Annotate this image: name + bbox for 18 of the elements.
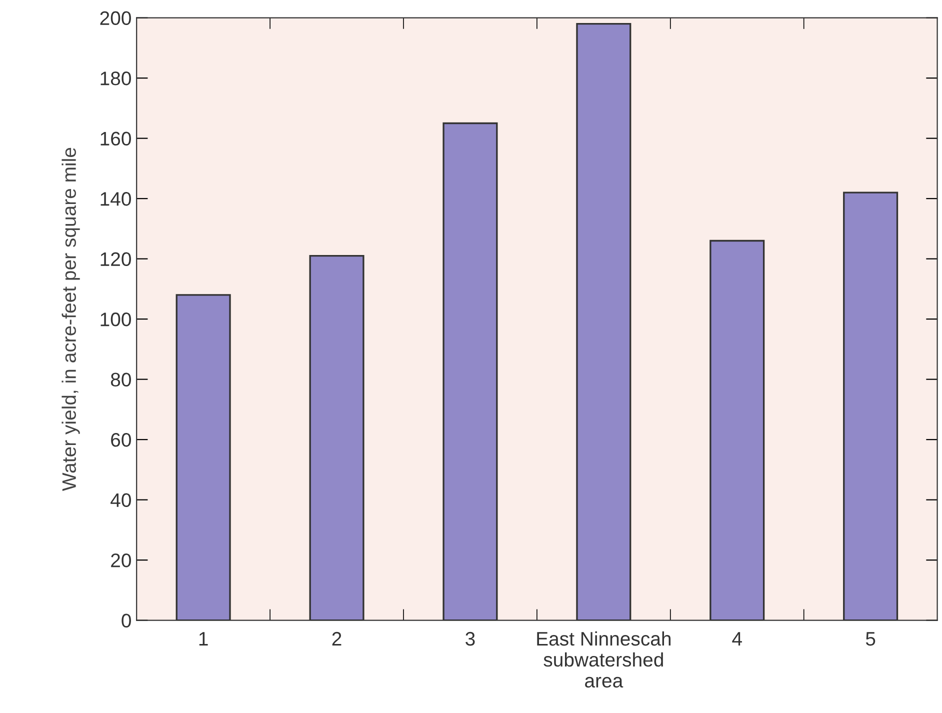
y-tick-label: 0 [122,614,131,628]
x-tick-label: 3 [466,632,475,646]
y-tick-label: 160 [100,132,131,146]
x-tick-label: 5 [866,632,876,646]
y-tick-label: 140 [100,192,131,206]
y-tick-label: 20 [111,554,131,568]
y-tick-label: 120 [100,252,131,266]
x-tick-label: 4 [732,632,742,646]
x-tick-label: East Ninnescah subwatershed area [537,631,670,688]
x-tick-label: 1 [199,632,208,646]
y-tick-label: 180 [100,72,131,86]
y-axis-title: Water yield, in acre-feet per square mile [62,148,80,491]
y-tick-label: 60 [111,433,131,447]
y-tick-label: 40 [110,493,131,508]
y-tick-label: 80 [110,372,131,387]
y-tick-label: 200 [100,11,131,26]
y-tick-label: 100 [100,312,131,326]
x-tick-label: 2 [332,632,342,646]
